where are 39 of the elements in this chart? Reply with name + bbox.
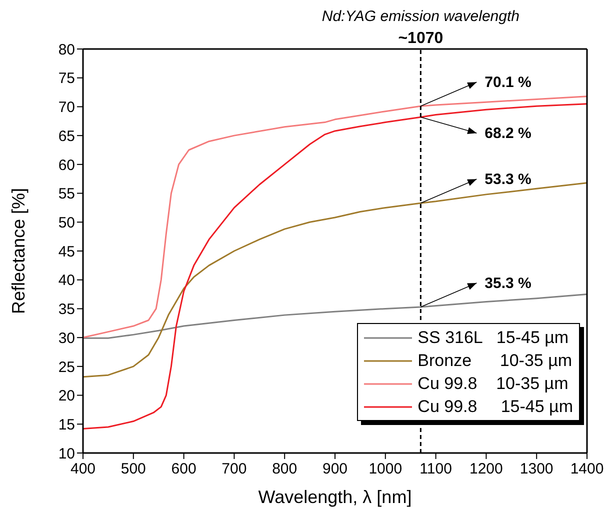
- x-tick-label: 1200: [470, 460, 503, 478]
- text: Nd:YAG emission wavelength: [322, 8, 520, 25]
- data-label: 53.3 %: [484, 171, 532, 188]
- x-tick-label: 500: [120, 460, 146, 478]
- y-tick-label: 80: [58, 41, 75, 58]
- y-tick-label: 70: [58, 99, 75, 116]
- y-tick-label: 15: [58, 416, 75, 434]
- y-tick-label: 45: [58, 243, 75, 260]
- y-tick-label: 65: [58, 128, 75, 145]
- x-tick-label: 600: [171, 460, 196, 478]
- data-label: 68.2 %: [484, 125, 532, 142]
- y-axis-title: Reflectance [%]: [8, 188, 28, 314]
- legend-label: SS 316L 15-45 µm: [418, 327, 569, 349]
- x-tick-label: 900: [322, 460, 348, 478]
- line-series: [83, 103, 587, 430]
- x-tick-label: 1000: [368, 460, 402, 478]
- y-tick-label: 35: [58, 301, 75, 318]
- data-label: 35.3 %: [484, 274, 532, 292]
- y-tick-label: 30: [58, 330, 75, 347]
- y-tick-label: 50: [58, 214, 75, 232]
- y-tick-label: 75: [58, 70, 75, 88]
- y-tick-label: 60: [58, 156, 75, 174]
- y-tick-label: 10: [58, 445, 75, 462]
- data-label: 70.1 %: [484, 74, 532, 92]
- y-tick-label: 40: [58, 272, 75, 290]
- x-tick-label: 400: [70, 460, 96, 478]
- ref-line-label: ~1070: [398, 30, 444, 47]
- y-tick-label: 20: [58, 388, 75, 405]
- x-tick-label: 1100: [420, 460, 452, 478]
- legend-label: Cu 99.8 10-35 µm: [418, 373, 568, 395]
- legend-label: Bronze 10-35 µm: [418, 350, 572, 372]
- x-tick-label: 1400: [570, 460, 604, 478]
- y-tick-label: 55: [58, 186, 75, 203]
- x-tick-label: 700: [222, 460, 247, 478]
- x-axis-title: Wavelength, λ [nm]: [258, 487, 412, 507]
- y-tick-label: 25: [58, 358, 75, 376]
- x-tick-label: 1300: [520, 460, 554, 478]
- x-tick-label: 800: [272, 460, 298, 478]
- legend-label: Cu 99.8 15-45 µm: [418, 396, 573, 418]
